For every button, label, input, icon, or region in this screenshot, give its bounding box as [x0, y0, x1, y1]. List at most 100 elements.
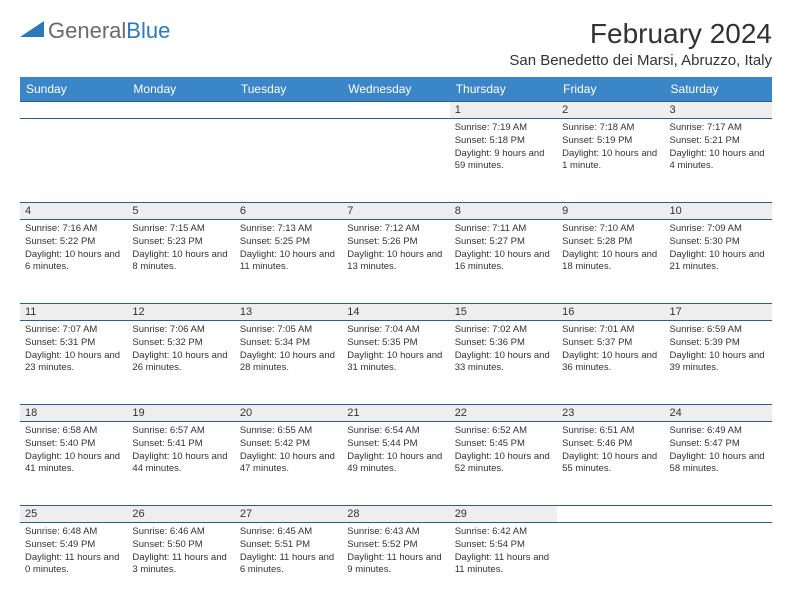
daynum-cell: 4 [20, 203, 127, 220]
daynum-cell [342, 102, 449, 119]
day-cell: Sunrise: 6:57 AMSunset: 5:41 PMDaylight:… [127, 422, 234, 506]
logo-triangle-icon [20, 19, 46, 44]
daynum-row: 123 [20, 102, 772, 119]
daynum-cell: 7 [342, 203, 449, 220]
day-details: Sunrise: 7:13 AMSunset: 5:25 PMDaylight:… [240, 223, 337, 274]
day-details: Sunrise: 7:02 AMSunset: 5:36 PMDaylight:… [455, 324, 552, 375]
weekday-header: Friday [557, 77, 664, 102]
daynum-cell [665, 506, 772, 523]
daynum-cell: 11 [20, 304, 127, 321]
day-details: Sunrise: 7:05 AMSunset: 5:34 PMDaylight:… [240, 324, 337, 375]
day-details: Sunrise: 6:51 AMSunset: 5:46 PMDaylight:… [562, 425, 659, 476]
day-cell: Sunrise: 6:55 AMSunset: 5:42 PMDaylight:… [235, 422, 342, 506]
month-title: February 2024 [509, 18, 772, 50]
day-cell: Sunrise: 7:15 AMSunset: 5:23 PMDaylight:… [127, 220, 234, 304]
day-details: Sunrise: 6:52 AMSunset: 5:45 PMDaylight:… [455, 425, 552, 476]
day-details: Sunrise: 6:59 AMSunset: 5:39 PMDaylight:… [670, 324, 767, 375]
day-cell: Sunrise: 7:01 AMSunset: 5:37 PMDaylight:… [557, 321, 664, 405]
weekday-header: Wednesday [342, 77, 449, 102]
day-cell: Sunrise: 6:52 AMSunset: 5:45 PMDaylight:… [450, 422, 557, 506]
day-cell: Sunrise: 7:12 AMSunset: 5:26 PMDaylight:… [342, 220, 449, 304]
day-cell: Sunrise: 6:59 AMSunset: 5:39 PMDaylight:… [665, 321, 772, 405]
title-block: February 2024 San Benedetto dei Marsi, A… [509, 18, 772, 69]
daynum-cell: 14 [342, 304, 449, 321]
day-cell [20, 119, 127, 203]
daynum-cell: 28 [342, 506, 449, 523]
day-cell [557, 523, 664, 607]
day-details: Sunrise: 7:04 AMSunset: 5:35 PMDaylight:… [347, 324, 444, 375]
daynum-cell: 25 [20, 506, 127, 523]
daynum-cell: 24 [665, 405, 772, 422]
daynum-cell: 23 [557, 405, 664, 422]
day-details: Sunrise: 7:10 AMSunset: 5:28 PMDaylight:… [562, 223, 659, 274]
daynum-cell: 5 [127, 203, 234, 220]
day-cell: Sunrise: 6:48 AMSunset: 5:49 PMDaylight:… [20, 523, 127, 607]
day-cell [665, 523, 772, 607]
day-cell: Sunrise: 6:46 AMSunset: 5:50 PMDaylight:… [127, 523, 234, 607]
day-details: Sunrise: 6:55 AMSunset: 5:42 PMDaylight:… [240, 425, 337, 476]
day-details: Sunrise: 6:43 AMSunset: 5:52 PMDaylight:… [347, 526, 444, 577]
day-details: Sunrise: 6:45 AMSunset: 5:51 PMDaylight:… [240, 526, 337, 577]
day-cell: Sunrise: 6:51 AMSunset: 5:46 PMDaylight:… [557, 422, 664, 506]
daynum-cell: 15 [450, 304, 557, 321]
weekday-header: Thursday [450, 77, 557, 102]
day-cell: Sunrise: 7:19 AMSunset: 5:18 PMDaylight:… [450, 119, 557, 203]
day-content-row: Sunrise: 6:58 AMSunset: 5:40 PMDaylight:… [20, 422, 772, 506]
daynum-cell: 2 [557, 102, 664, 119]
day-cell [235, 119, 342, 203]
daynum-row: 11121314151617 [20, 304, 772, 321]
day-cell: Sunrise: 7:11 AMSunset: 5:27 PMDaylight:… [450, 220, 557, 304]
daynum-cell: 8 [450, 203, 557, 220]
day-cell: Sunrise: 7:06 AMSunset: 5:32 PMDaylight:… [127, 321, 234, 405]
day-cell: Sunrise: 7:07 AMSunset: 5:31 PMDaylight:… [20, 321, 127, 405]
day-cell: Sunrise: 7:02 AMSunset: 5:36 PMDaylight:… [450, 321, 557, 405]
day-cell [127, 119, 234, 203]
daynum-row: 2526272829 [20, 506, 772, 523]
day-details: Sunrise: 7:12 AMSunset: 5:26 PMDaylight:… [347, 223, 444, 274]
day-details: Sunrise: 6:49 AMSunset: 5:47 PMDaylight:… [670, 425, 767, 476]
day-details: Sunrise: 7:11 AMSunset: 5:27 PMDaylight:… [455, 223, 552, 274]
day-details: Sunrise: 7:18 AMSunset: 5:19 PMDaylight:… [562, 122, 659, 173]
daynum-cell: 27 [235, 506, 342, 523]
calendar-table: SundayMondayTuesdayWednesdayThursdayFrid… [20, 77, 772, 607]
logo-text: GeneralBlue [48, 18, 170, 44]
daynum-cell: 6 [235, 203, 342, 220]
day-cell: Sunrise: 6:45 AMSunset: 5:51 PMDaylight:… [235, 523, 342, 607]
daynum-cell [127, 102, 234, 119]
daynum-cell [20, 102, 127, 119]
day-cell: Sunrise: 6:54 AMSunset: 5:44 PMDaylight:… [342, 422, 449, 506]
day-cell: Sunrise: 7:09 AMSunset: 5:30 PMDaylight:… [665, 220, 772, 304]
day-details: Sunrise: 6:58 AMSunset: 5:40 PMDaylight:… [25, 425, 122, 476]
day-cell: Sunrise: 6:43 AMSunset: 5:52 PMDaylight:… [342, 523, 449, 607]
weekday-header: Monday [127, 77, 234, 102]
day-details: Sunrise: 6:42 AMSunset: 5:54 PMDaylight:… [455, 526, 552, 577]
daynum-cell: 26 [127, 506, 234, 523]
day-cell: Sunrise: 7:16 AMSunset: 5:22 PMDaylight:… [20, 220, 127, 304]
day-cell: Sunrise: 6:42 AMSunset: 5:54 PMDaylight:… [450, 523, 557, 607]
daynum-cell: 29 [450, 506, 557, 523]
day-content-row: Sunrise: 7:07 AMSunset: 5:31 PMDaylight:… [20, 321, 772, 405]
day-details: Sunrise: 7:17 AMSunset: 5:21 PMDaylight:… [670, 122, 767, 173]
daynum-cell: 17 [665, 304, 772, 321]
daynum-cell: 21 [342, 405, 449, 422]
weekday-header: Tuesday [235, 77, 342, 102]
day-content-row: Sunrise: 7:16 AMSunset: 5:22 PMDaylight:… [20, 220, 772, 304]
calendar-head: SundayMondayTuesdayWednesdayThursdayFrid… [20, 77, 772, 102]
day-details: Sunrise: 7:19 AMSunset: 5:18 PMDaylight:… [455, 122, 552, 173]
weekday-header: Sunday [20, 77, 127, 102]
calendar-body: 123Sunrise: 7:19 AMSunset: 5:18 PMDaylig… [20, 102, 772, 607]
daynum-cell: 3 [665, 102, 772, 119]
day-details: Sunrise: 7:09 AMSunset: 5:30 PMDaylight:… [670, 223, 767, 274]
day-cell: Sunrise: 7:10 AMSunset: 5:28 PMDaylight:… [557, 220, 664, 304]
day-cell: Sunrise: 6:58 AMSunset: 5:40 PMDaylight:… [20, 422, 127, 506]
day-details: Sunrise: 7:06 AMSunset: 5:32 PMDaylight:… [132, 324, 229, 375]
day-details: Sunrise: 7:15 AMSunset: 5:23 PMDaylight:… [132, 223, 229, 274]
day-cell: Sunrise: 7:17 AMSunset: 5:21 PMDaylight:… [665, 119, 772, 203]
day-details: Sunrise: 6:46 AMSunset: 5:50 PMDaylight:… [132, 526, 229, 577]
day-details: Sunrise: 6:57 AMSunset: 5:41 PMDaylight:… [132, 425, 229, 476]
daynum-cell: 12 [127, 304, 234, 321]
day-details: Sunrise: 7:01 AMSunset: 5:37 PMDaylight:… [562, 324, 659, 375]
daynum-cell: 20 [235, 405, 342, 422]
daynum-row: 45678910 [20, 203, 772, 220]
daynum-cell [235, 102, 342, 119]
